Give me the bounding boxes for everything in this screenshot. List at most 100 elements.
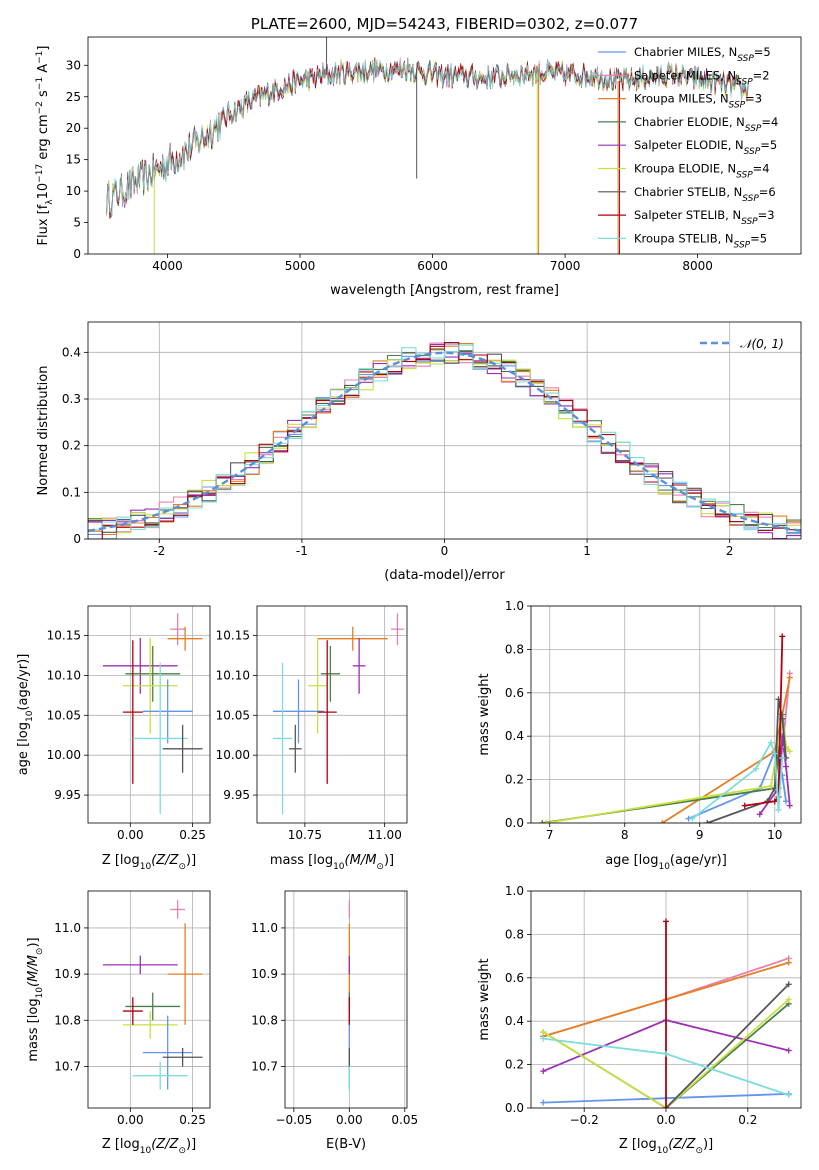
x-axis-label: mass [log10(M/M⊙)]: [270, 853, 394, 872]
y-tick-label: 0.8: [505, 642, 524, 656]
plot-content: [88, 342, 801, 539]
weight-line: [744, 636, 784, 807]
y-axis-label-part: A: [36, 64, 51, 77]
legend-label-part: Kroupa STELIB, N: [634, 231, 734, 245]
legend-label-part: SSP: [734, 240, 751, 250]
y-tick-label: 10.15: [47, 629, 81, 643]
y-tick-label: 11.0: [54, 921, 81, 935]
spectrum-panel: 4000 5000 6000 7000 8000 0 5 10 15 20 25 30 PLATE=26…: [35, 15, 802, 298]
x-tick-label: 9: [696, 828, 704, 842]
y-axis-label-part: age [log: [16, 722, 31, 775]
x-axis-label-part: mass [log: [270, 853, 333, 868]
y-tick-label: 1.0: [505, 884, 524, 898]
y-axis-label-part: λ: [45, 199, 55, 205]
x-tick-label: 0.00: [336, 1113, 363, 1127]
y-axis-label-part: −1: [35, 51, 45, 64]
y-tick-label: 0.2: [505, 1058, 524, 1072]
legend-label-part: SSP: [745, 124, 762, 134]
y-tick-label: 0: [73, 532, 81, 546]
x-tick-label: 10.75: [288, 828, 322, 842]
histogram-step: [88, 344, 801, 535]
plot-area: [531, 606, 801, 823]
y-axis-label: mass weight: [477, 673, 492, 755]
y-tick-label: 9.95: [54, 788, 81, 802]
histogram-step: [88, 342, 801, 539]
y-axis-label-part: −2: [35, 101, 45, 114]
legend-label: Chabrier STELIB, NSSP=6: [634, 185, 776, 204]
x-axis-label: Z [log10(Z/Z⊙)]: [102, 1137, 196, 1156]
x-tick-label: 1: [583, 544, 591, 558]
spectrum-line: [106, 57, 749, 217]
x-axis-label: Z [log10(Z/Z⊙)]: [619, 1137, 713, 1156]
y-tick-label: 10.10: [216, 668, 250, 682]
x-axis-label-part: 10: [140, 1146, 152, 1156]
histogram-step: [88, 358, 801, 534]
x-tick-label: 2: [726, 544, 734, 558]
y-axis-label-part: )]: [26, 937, 41, 947]
legend-label: Salpeter ELODIE, NSSP=5: [634, 138, 777, 157]
x-axis-label-part: age [log: [605, 853, 658, 868]
legend-label-part: =4: [753, 162, 770, 176]
x-axis-label-part: ⊙: [178, 1146, 186, 1156]
x-tick-label: -1: [296, 544, 308, 558]
plot-content: [540, 918, 792, 1108]
x-axis-label-part: (Z/Z: [151, 1137, 179, 1152]
x-tick-label: 6000: [417, 259, 448, 273]
legend-label: Salpeter STELIB, NSSP=3: [634, 208, 775, 227]
y-tick-label: 10.05: [216, 708, 250, 722]
legend-label-part: SSP: [742, 194, 759, 204]
legend-label: 𝒩(0, 1): [740, 337, 784, 351]
y-tick-label: 30: [66, 58, 81, 72]
y-tick-label: 10.00: [47, 748, 81, 762]
y-tick-label: 10.9: [54, 967, 81, 981]
legend-label-part: SSP: [744, 147, 761, 157]
legend-label-part: SSP: [737, 54, 754, 64]
y-axis-label-part: −17: [35, 164, 45, 183]
histogram-step: [88, 343, 801, 539]
y-tick-label: 9.95: [223, 788, 250, 802]
x-tick-label: 7000: [550, 259, 581, 273]
x-axis-label-part: (M/M: [345, 853, 377, 868]
weight-line: [706, 699, 787, 823]
y-axis-label-part: (M/M: [26, 955, 41, 987]
y-tick-label: 10.7: [54, 1059, 81, 1073]
y-tick-label: 10.8: [54, 1013, 81, 1027]
axes-frame: [256, 605, 408, 824]
axes-frame: [284, 890, 408, 1109]
x-tick-label: 4000: [152, 259, 183, 273]
y-tick-label: 10.05: [47, 708, 81, 722]
y-axis-label-part: 10: [35, 987, 45, 999]
y-tick-label: 25: [66, 90, 81, 104]
y-axis-label-part: ]: [36, 46, 51, 51]
axes-frame: [87, 36, 802, 255]
x-axis-label-part: Z [log: [102, 1137, 140, 1152]
x-axis-label-part: Z [log: [102, 853, 140, 868]
y-tick-label: 10.9: [251, 967, 278, 981]
y-axis-label: Flux [fλ10−17 erg cm−2 s−1 A−1]: [35, 46, 55, 246]
legend-label-part: SSP: [736, 171, 753, 181]
legend-label-part: =4: [761, 115, 778, 129]
y-tick-label: 0.6: [505, 971, 524, 985]
legend-label-part: =5: [750, 231, 767, 245]
weight-line: [665, 983, 790, 1108]
mass-age-panel: 10.75 11.00 9.95 10.00 10.05 10.10 10.15 mass […: [216, 605, 408, 872]
legend-label: Kroupa ELODIE, NSSP=4: [634, 162, 770, 181]
gaussian-curve: [88, 351, 801, 532]
weight-line: [542, 998, 790, 1108]
plot-content: [272, 613, 404, 815]
y-tick-label: 0.4: [62, 345, 81, 359]
x-tick-label: 0.2: [738, 1113, 757, 1127]
plot-content: [102, 613, 203, 815]
x-axis-label-part: ⊙: [178, 862, 186, 872]
y-axis-label-part: Normed distribution: [36, 366, 51, 496]
x-axis-label-part: 10: [333, 862, 345, 872]
y-axis-label-part: −1: [35, 77, 45, 90]
legend-label-part: =5: [760, 138, 777, 152]
y-axis-label-part: mass [log: [26, 998, 41, 1061]
y-tick-label: 20: [66, 121, 81, 135]
legend-label-part: Salpeter MILES, N: [634, 68, 736, 82]
x-axis-label-part: )]: [384, 853, 394, 868]
